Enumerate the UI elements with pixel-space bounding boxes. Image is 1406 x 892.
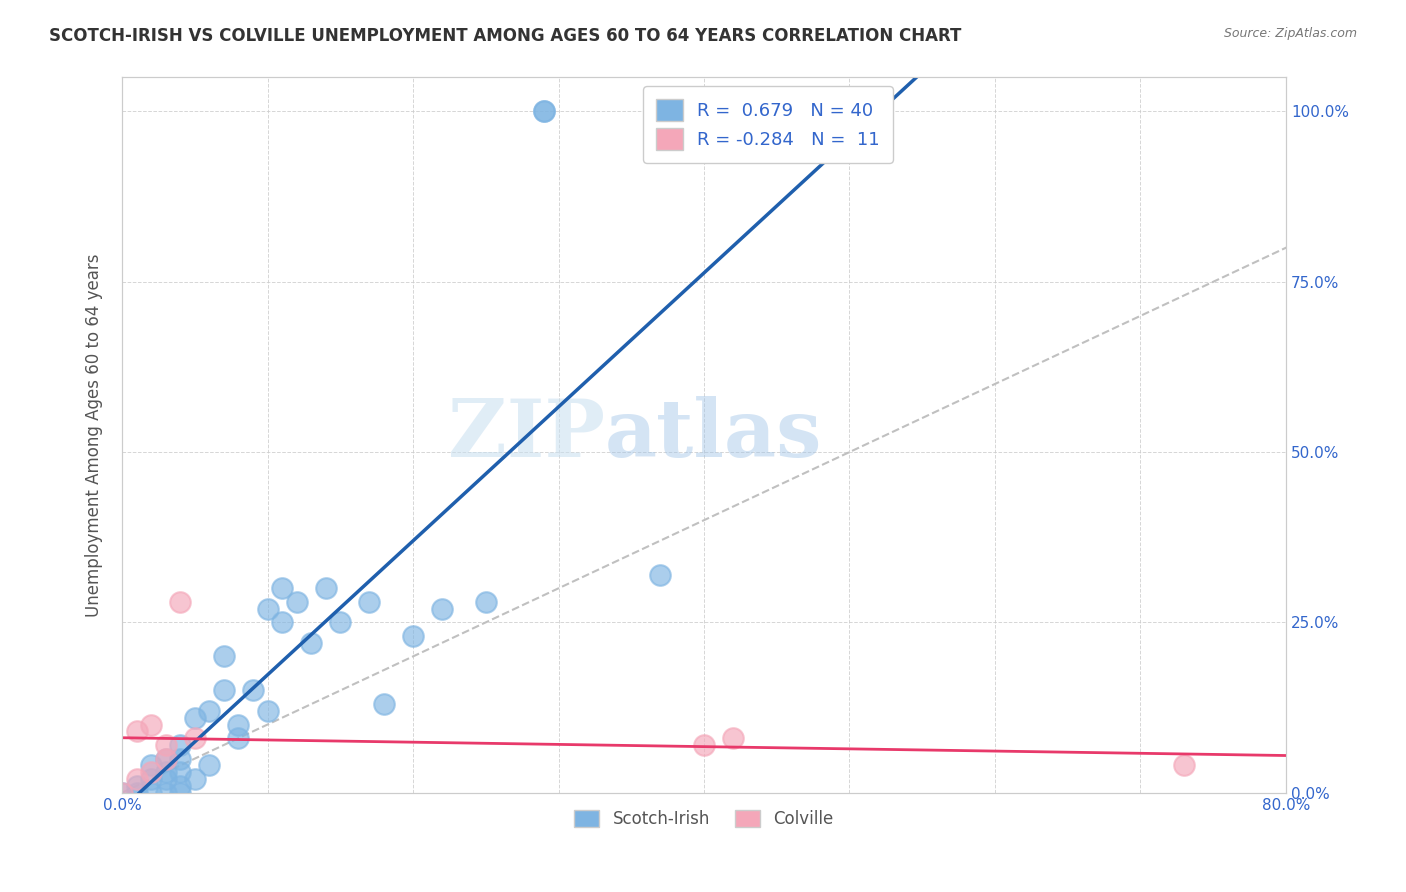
Text: Source: ZipAtlas.com: Source: ZipAtlas.com — [1223, 27, 1357, 40]
Point — [315, 582, 337, 596]
Point — [228, 717, 250, 731]
Point — [141, 765, 163, 780]
Point — [198, 758, 221, 772]
Point — [271, 582, 294, 596]
Point — [155, 772, 177, 786]
Point — [125, 779, 148, 793]
Point — [650, 567, 672, 582]
Point — [169, 595, 191, 609]
Point — [111, 786, 134, 800]
Text: SCOTCH-IRISH VS COLVILLE UNEMPLOYMENT AMONG AGES 60 TO 64 YEARS CORRELATION CHAR: SCOTCH-IRISH VS COLVILLE UNEMPLOYMENT AM… — [49, 27, 962, 45]
Point — [285, 595, 308, 609]
Point — [533, 104, 555, 119]
Point — [155, 765, 177, 780]
Point — [256, 601, 278, 615]
Point — [169, 765, 191, 780]
Point — [155, 738, 177, 752]
Point — [721, 731, 744, 746]
Point — [373, 697, 395, 711]
Point — [169, 779, 191, 793]
Point — [125, 786, 148, 800]
Point — [212, 683, 235, 698]
Point — [256, 704, 278, 718]
Point — [141, 717, 163, 731]
Point — [1173, 758, 1195, 772]
Point — [125, 724, 148, 739]
Text: atlas: atlas — [605, 396, 823, 474]
Point — [212, 649, 235, 664]
Point — [430, 601, 453, 615]
Point — [242, 683, 264, 698]
Point — [184, 772, 207, 786]
Point — [693, 738, 716, 752]
Point — [402, 629, 425, 643]
Point — [155, 751, 177, 765]
Point — [141, 772, 163, 786]
Point — [111, 786, 134, 800]
Point — [329, 615, 352, 630]
Point — [141, 758, 163, 772]
Point — [184, 711, 207, 725]
Point — [474, 595, 496, 609]
Point — [271, 615, 294, 630]
Point — [228, 731, 250, 746]
Point — [299, 636, 322, 650]
Point — [198, 704, 221, 718]
Point — [169, 751, 191, 765]
Text: ZIP: ZIP — [449, 396, 605, 474]
Y-axis label: Unemployment Among Ages 60 to 64 years: Unemployment Among Ages 60 to 64 years — [86, 253, 103, 616]
Point — [155, 786, 177, 800]
Legend: Scotch-Irish, Colville: Scotch-Irish, Colville — [568, 803, 841, 834]
Point — [184, 731, 207, 746]
Point — [169, 786, 191, 800]
Point — [125, 772, 148, 786]
Point — [141, 786, 163, 800]
Point — [359, 595, 381, 609]
Point — [155, 751, 177, 765]
Point — [169, 738, 191, 752]
Point — [533, 104, 555, 119]
